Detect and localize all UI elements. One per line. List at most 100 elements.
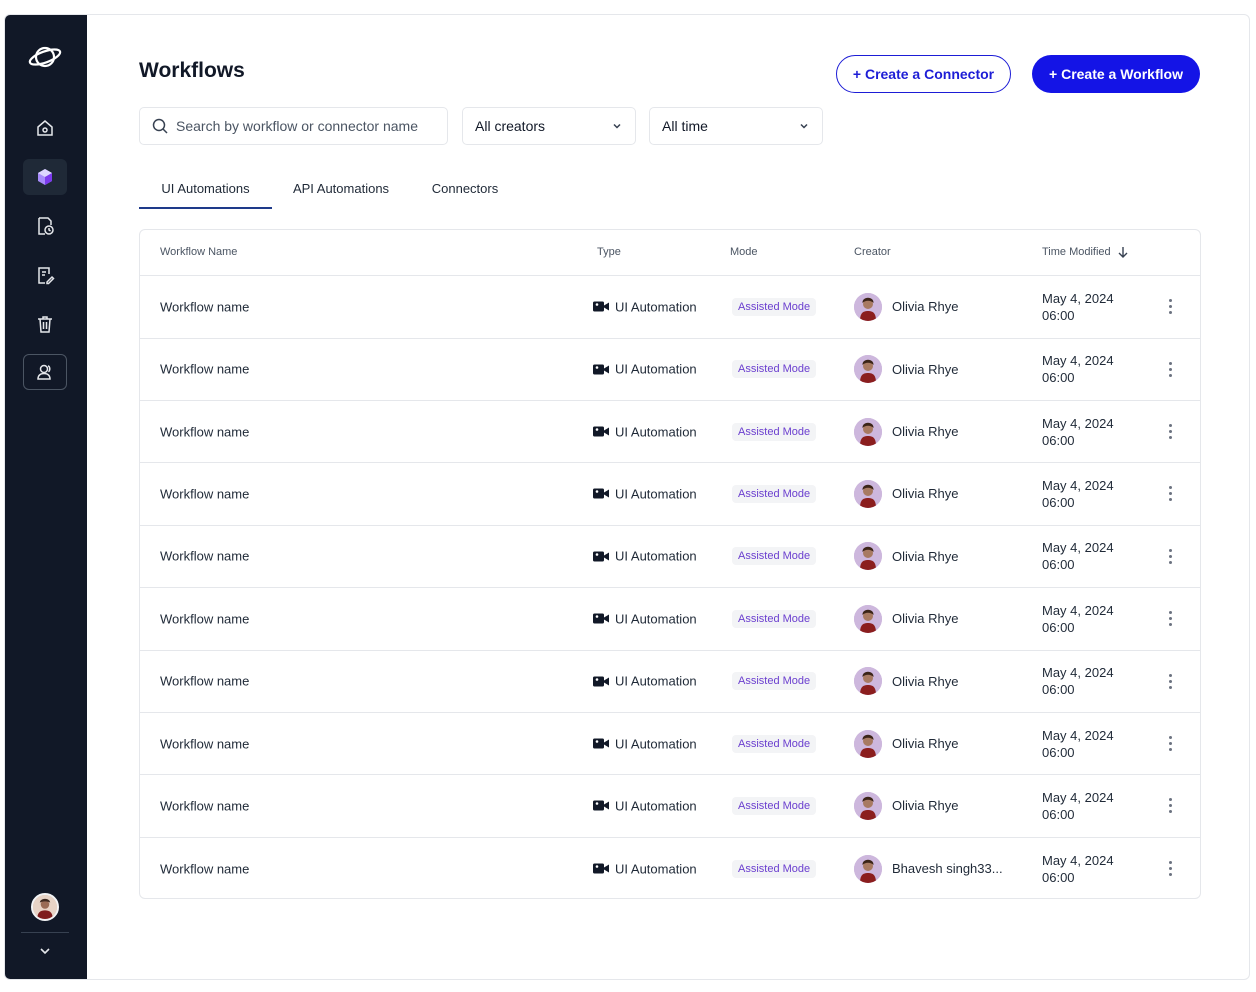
workflow-name[interactable]: Workflow name [160, 424, 250, 440]
more-options-icon[interactable] [1163, 671, 1177, 691]
video-camera-icon [593, 551, 609, 562]
mode-badge: Assisted Mode [732, 796, 817, 815]
tab-ui-automations[interactable]: UI Automations [139, 175, 272, 209]
mode-badge: Assisted Mode [732, 360, 817, 379]
more-options-icon[interactable] [1163, 297, 1177, 317]
avatar [854, 854, 882, 883]
video-camera-icon [593, 426, 609, 437]
mode-badge: Assisted Mode [732, 422, 817, 441]
time-dropdown-value: All time [662, 118, 708, 134]
workflow-name[interactable]: Workflow name [160, 299, 250, 315]
table-row[interactable]: Workflow name UI Automation Assisted Mod… [140, 463, 1200, 526]
creator-name: Olivia Rhye [892, 299, 959, 315]
sidebar-item-home[interactable] [23, 110, 67, 146]
creator-cell: Olivia Rhye [854, 417, 959, 446]
create-connector-button[interactable]: + Create a Connector [836, 55, 1011, 93]
avatar [854, 604, 882, 633]
planet-logo-icon[interactable] [27, 39, 63, 75]
workflow-name[interactable]: Workflow name [160, 673, 250, 689]
mode-badge: Assisted Mode [732, 297, 817, 316]
chevron-down-icon [800, 123, 808, 129]
video-camera-icon [593, 364, 609, 375]
table-row[interactable]: Workflow name UI Automation Assisted Mod… [140, 401, 1200, 464]
more-options-icon[interactable] [1163, 796, 1177, 816]
creator-cell: Olivia Rhye [854, 355, 959, 384]
type-label: UI Automation [615, 798, 697, 814]
column-header-type[interactable]: Type [597, 246, 621, 258]
workflow-name[interactable]: Workflow name [160, 548, 250, 564]
time-modified: May 4, 2024 06:00 [1042, 477, 1114, 511]
current-user-avatar[interactable] [31, 893, 59, 921]
creator-name: Olivia Rhye [892, 424, 959, 440]
video-camera-icon [593, 676, 609, 687]
creator-cell: Olivia Rhye [854, 542, 959, 571]
type-label: UI Automation [615, 736, 697, 752]
workflow-name[interactable]: Workflow name [160, 736, 250, 752]
creator-name: Olivia Rhye [892, 736, 959, 752]
table-row[interactable]: Workflow name UI Automation Assisted Mod… [140, 838, 1200, 898]
search-box[interactable] [139, 107, 448, 145]
time-modified: May 4, 2024 06:00 [1042, 852, 1114, 886]
more-options-icon[interactable] [1163, 859, 1177, 879]
home-icon [37, 120, 53, 136]
more-options-icon[interactable] [1163, 734, 1177, 754]
workflow-name[interactable]: Workflow name [160, 361, 250, 377]
column-header-name[interactable]: Workflow Name [160, 246, 238, 258]
time-date: May 4, 2024 [1042, 353, 1114, 369]
time-date: May 4, 2024 [1042, 540, 1114, 556]
sidebar-item-history[interactable] [23, 208, 67, 244]
table-row[interactable]: Workflow name UI Automation Assisted Mod… [140, 276, 1200, 339]
tab-connectors[interactable]: Connectors [431, 181, 499, 196]
table-row[interactable]: Workflow name UI Automation Assisted Mod… [140, 588, 1200, 651]
type-label: UI Automation [615, 861, 697, 877]
create-workflow-button[interactable]: + Create a Workflow [1032, 55, 1200, 93]
workflow-name[interactable]: Workflow name [160, 486, 250, 502]
time-clock: 06:00 [1042, 432, 1075, 448]
creator-name: Olivia Rhye [892, 798, 959, 814]
sidebar-item-workflows[interactable] [23, 159, 67, 195]
sidebar-item-edit[interactable] [23, 257, 67, 293]
column-header-mode[interactable]: Mode [730, 246, 758, 258]
tab-api-automations[interactable]: API Automations [292, 181, 390, 196]
table-row[interactable]: Workflow name UI Automation Assisted Mod… [140, 338, 1200, 401]
sidebar-item-trash[interactable] [23, 306, 67, 342]
more-options-icon[interactable] [1163, 609, 1177, 629]
time-date: May 4, 2024 [1042, 852, 1114, 868]
avatar [854, 667, 882, 696]
column-header-creator[interactable]: Creator [854, 246, 891, 258]
mode-badge: Assisted Mode [732, 547, 817, 566]
creators-dropdown-value: All creators [475, 118, 546, 134]
avatar [854, 417, 882, 446]
workflow-name[interactable]: Workflow name [160, 798, 250, 814]
video-camera-icon [593, 301, 609, 312]
more-options-icon[interactable] [1163, 422, 1177, 442]
creator-name: Olivia Rhye [892, 548, 959, 564]
time-date: May 4, 2024 [1042, 602, 1114, 618]
creator-name: Olivia Rhye [892, 361, 959, 377]
app-window: Workflows + Create a Connector + Create … [4, 14, 1250, 980]
workflow-name[interactable]: Workflow name [160, 611, 250, 627]
creators-dropdown[interactable]: All creators [462, 107, 636, 145]
trash-icon [38, 316, 52, 333]
avatar [854, 479, 882, 508]
type-cell: UI Automation [593, 486, 697, 501]
table-row[interactable]: Workflow name UI Automation Assisted Mod… [140, 775, 1200, 838]
time-clock: 06:00 [1042, 869, 1075, 885]
avatar [854, 729, 882, 758]
time-dropdown[interactable]: All time [649, 107, 823, 145]
column-header-time-label: Time Modified [1042, 246, 1111, 258]
table-row[interactable]: Workflow name UI Automation Assisted Mod… [140, 526, 1200, 589]
search-input[interactable] [176, 118, 446, 134]
more-options-icon[interactable] [1163, 546, 1177, 566]
table-row[interactable]: Workflow name UI Automation Assisted Mod… [140, 650, 1200, 713]
time-clock: 06:00 [1042, 744, 1075, 760]
table-row[interactable]: Workflow name UI Automation Assisted Mod… [140, 713, 1200, 776]
type-label: UI Automation [615, 611, 697, 627]
column-header-time[interactable]: Time Modified [1042, 246, 1129, 258]
chevron-down-icon[interactable] [35, 941, 55, 961]
video-camera-icon [593, 488, 609, 499]
workflow-name[interactable]: Workflow name [160, 861, 250, 877]
sidebar-item-users[interactable] [23, 354, 67, 390]
more-options-icon[interactable] [1163, 359, 1177, 379]
more-options-icon[interactable] [1163, 484, 1177, 504]
